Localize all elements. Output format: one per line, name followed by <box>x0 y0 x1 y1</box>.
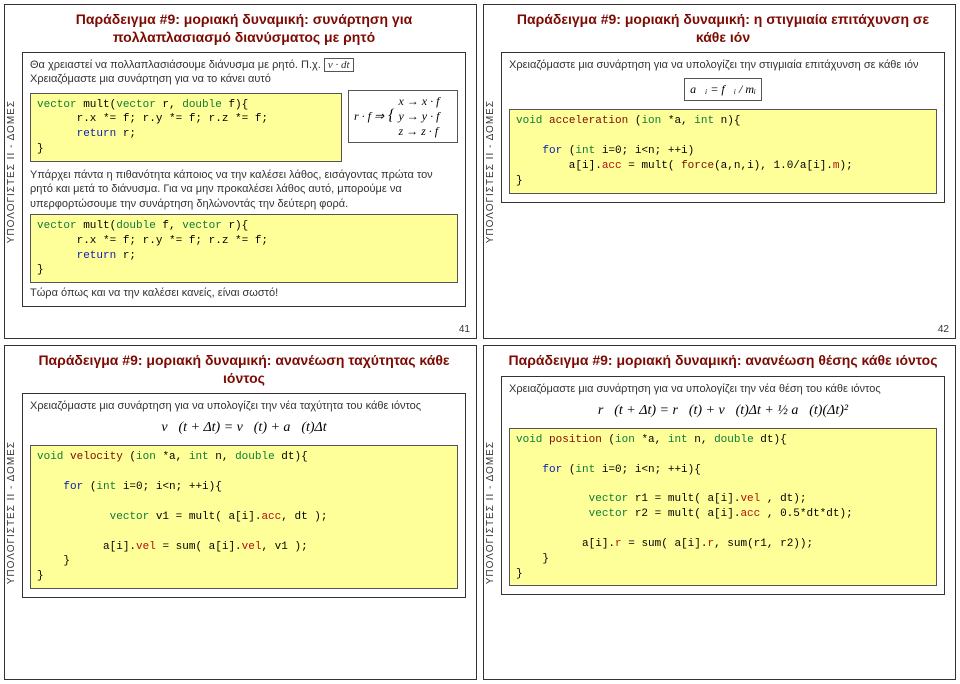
slide-title: Παράδειγμα #9: μοριακή δυναμική: συνάρτη… <box>22 11 466 46</box>
slide-body: Παράδειγμα #9: μοριακή δυναμική: συνάρτη… <box>18 5 476 338</box>
content-box: Χρειαζόμαστε μια συνάρτηση για να υπολογ… <box>501 376 945 596</box>
text-line: Χρειαζόμαστε μια συνάρτηση για να υπολογ… <box>30 399 458 413</box>
side-label: ΥΠΟΛΟΓΙΣΤΕΣ ΙΙ - ΔΟΜΕΣ <box>484 96 497 247</box>
slide-43: ΥΠΟΛΟΓΙΣΤΕΣ ΙΙ - ΔΟΜΕΣ Παράδειγμα #9: μο… <box>4 345 477 680</box>
text-line: Θα χρειαστεί να πολλαπλασιάσουμε διάνυσμ… <box>30 58 458 72</box>
slide-title: Παράδειγμα #9: μοριακή δυναμική: ανανέωσ… <box>22 352 466 387</box>
side-label: ΥΠΟΛΟΓΙΣΤΕΣ ΙΙ - ΔΟΜΕΣ <box>5 437 18 588</box>
slide-body: Παράδειγμα #9: μοριακή δυναμική: ανανέωσ… <box>18 346 476 679</box>
code-block: void velocity (ion *a, int n, double dt)… <box>30 445 458 589</box>
formula: a⃗ᵢ = f⃗ᵢ / mᵢ <box>509 78 937 101</box>
content-box: Χρειαζόμαστε μια συνάρτηση για να υπολογ… <box>501 52 945 203</box>
code-block: void acceleration (ion *a, int n){ for (… <box>509 109 937 193</box>
text-line: Χρειαζόμαστε μια συνάρτηση για να το κάν… <box>30 72 458 86</box>
slide-body: Παράδειγμα #9: μοριακή δυναμική: η στιγμ… <box>497 5 955 338</box>
code-block: void position (ion *a, int n, double dt)… <box>509 428 937 586</box>
inline-eq: v · dt <box>324 58 354 72</box>
slide-title: Παράδειγμα #9: μοριακή δυναμική: η στιγμ… <box>501 11 945 46</box>
slide-body: Παράδειγμα #9: μοριακή δυναμική: ανανέωσ… <box>497 346 955 679</box>
code-block: vector mult(double f, vector r){ r.x *= … <box>30 214 458 283</box>
slide-44: ΥΠΟΛΟΓΙΣΤΕΣ ΙΙ - ΔΟΜΕΣ Παράδειγμα #9: μο… <box>483 345 956 680</box>
formula: v⃗(t + Δt) = v⃗(t) + a⃗(t)Δt <box>30 419 458 437</box>
slide-42: ΥΠΟΛΟΓΙΣΤΕΣ ΙΙ - ΔΟΜΕΣ Παράδειγμα #9: μο… <box>483 4 956 339</box>
side-label: ΥΠΟΛΟΓΙΣΤΕΣ ΙΙ - ΔΟΜΕΣ <box>5 96 18 247</box>
code-block: vector mult(vector r, double f){ r.x *= … <box>30 93 342 162</box>
side-label: ΥΠΟΛΟΓΙΣΤΕΣ ΙΙ - ΔΟΜΕΣ <box>484 437 497 588</box>
slide-title: Παράδειγμα #9: μοριακή δυναμική: ανανέωσ… <box>501 352 945 370</box>
slide-number: 41 <box>459 324 470 335</box>
matrix-eq: r · f ⇒ { x → x · f y → y · f z → z · f <box>348 90 458 143</box>
slide-number: 42 <box>938 324 949 335</box>
text-line: Χρειαζόμαστε μια συνάρτηση για να υπολογ… <box>509 382 937 396</box>
content-box: Χρειαζόμαστε μια συνάρτηση για να υπολογ… <box>22 393 466 598</box>
text-line: Χρειαζόμαστε μια συνάρτηση για να υπολογ… <box>509 58 937 72</box>
content-box: Θα χρειαστεί να πολλαπλασιάσουμε διάνυσμ… <box>22 52 466 307</box>
text-line: Υπάρχει πάντα η πιθανότητα κάποιος να τη… <box>30 168 458 211</box>
text-line: Τώρα όπως και να την καλέσει κανείς, είν… <box>30 286 458 300</box>
formula: r⃗(t + Δt) = r⃗(t) + v⃗(t)Δt + ½ a⃗(t)(Δ… <box>509 402 937 420</box>
slide-41: ΥΠΟΛΟΓΙΣΤΕΣ ΙΙ - ΔΟΜΕΣ Παράδειγμα #9: μο… <box>4 4 477 339</box>
